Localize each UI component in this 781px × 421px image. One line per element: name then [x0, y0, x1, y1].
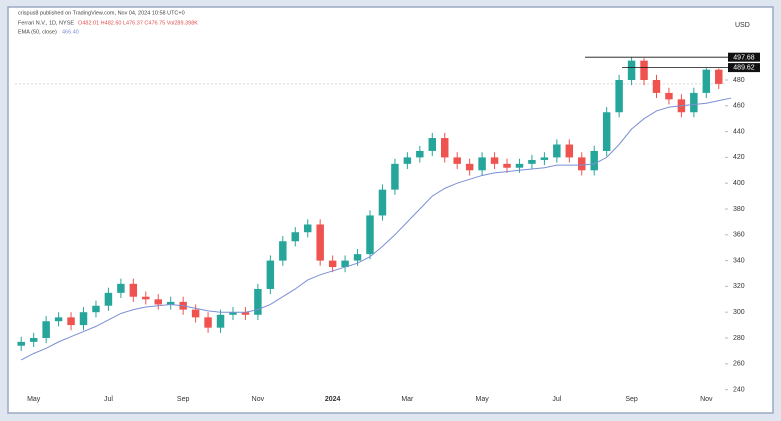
candle-body: [578, 157, 586, 171]
candle-body: [129, 283, 138, 297]
candle-body: [328, 260, 337, 268]
candle-body: [229, 312, 237, 315]
candle-body: [117, 283, 125, 293]
x-tick-label: Nov: [700, 396, 713, 403]
y-tick-label: 260: [733, 361, 745, 368]
candle-body: [553, 144, 561, 158]
candle-body: [142, 296, 150, 300]
candle-body: [316, 224, 324, 261]
y-tick-label: 480: [733, 77, 745, 84]
candle-body: [690, 92, 698, 113]
x-tick-label: May: [27, 396, 41, 403]
candle-body: [465, 163, 474, 171]
y-unit: USD: [735, 22, 750, 29]
candle-body: [590, 150, 598, 171]
candle-body: [341, 260, 349, 268]
candle-body: [42, 321, 50, 338]
candle-body: [366, 215, 374, 255]
y-tick-label: 400: [733, 180, 745, 187]
candle-body: [291, 232, 299, 242]
candle-body: [416, 150, 424, 158]
candle-body: [565, 144, 574, 158]
overlay-line: [20, 97, 732, 361]
candle-body: [54, 317, 63, 322]
candle-body: [92, 305, 100, 313]
candle-body: [615, 80, 623, 113]
candle-body: [79, 312, 88, 326]
y-tick-label: 300: [733, 309, 745, 316]
x-tick-label: Jul: [104, 396, 113, 403]
y-tick-label: 240: [733, 386, 745, 393]
candle-body: [428, 138, 437, 151]
price-label: 489.62: [733, 65, 755, 72]
overlay-last: 466.40: [62, 29, 79, 35]
candle-body: [166, 301, 175, 305]
publisher: crispus8 published on TradingView.com, N…: [18, 10, 185, 16]
y-tick-label: 280: [733, 335, 745, 342]
y-tick-label: 420: [733, 154, 745, 161]
candle-body: [154, 299, 162, 305]
candle-body: [640, 60, 648, 80]
candle-body: [453, 157, 461, 164]
candle-body: [540, 157, 549, 160]
candle-body: [191, 309, 200, 318]
candle-body: [478, 157, 486, 171]
candle-body: [665, 92, 673, 100]
candle-body: [503, 163, 511, 168]
candle-body: [652, 80, 661, 93]
price-label-box: [728, 63, 760, 73]
candle-body: [353, 254, 362, 261]
candle-body: [515, 163, 524, 168]
x-tick-label: Mar: [401, 396, 414, 403]
x-tick-label: Jul: [552, 396, 561, 403]
y-tick-label: 360: [733, 232, 745, 239]
price-label: 497.68: [733, 54, 755, 61]
x-tick-label: Sep: [177, 396, 190, 403]
candle-body: [715, 69, 723, 84]
overlay-name: EMA (50, close): [18, 29, 57, 35]
candle-body: [441, 138, 449, 158]
x-tick-label: Sep: [625, 396, 638, 403]
candle-body: [602, 112, 611, 151]
candle-body: [17, 341, 25, 346]
x-tick-label: May: [475, 396, 489, 403]
x-tick-label: Nov: [252, 396, 265, 403]
candle-body: [279, 241, 287, 261]
candle-body: [627, 60, 636, 80]
candle-body: [266, 260, 275, 289]
y-tick-label: 340: [733, 257, 745, 264]
candle-body: [216, 314, 225, 328]
candle-body: [490, 157, 499, 164]
y-tick-label: 440: [733, 128, 745, 135]
y-tick-label: 380: [733, 206, 745, 213]
candle-body: [378, 189, 387, 216]
candle-body: [702, 69, 711, 93]
y-tick-label: 320: [733, 283, 745, 290]
stats: O482.01 H482.60 L476.37 C476.75 Vol289.3…: [78, 20, 198, 26]
price-label-box: [728, 52, 760, 62]
candle-body: [29, 338, 38, 342]
chart-title: Ferrari N.V., 1D, NYSE: [18, 20, 74, 26]
candle-body: [67, 317, 75, 326]
candle-body: [254, 288, 262, 315]
candle-body: [403, 157, 412, 164]
candle-body: [391, 163, 399, 190]
y-tick-label: 460: [733, 103, 745, 110]
candle-body: [204, 317, 212, 328]
candle-body: [528, 159, 536, 164]
candle-body: [104, 292, 113, 306]
candle-body: [241, 312, 250, 315]
x-tick-label: 2024: [325, 396, 341, 403]
candle-body: [303, 224, 312, 233]
